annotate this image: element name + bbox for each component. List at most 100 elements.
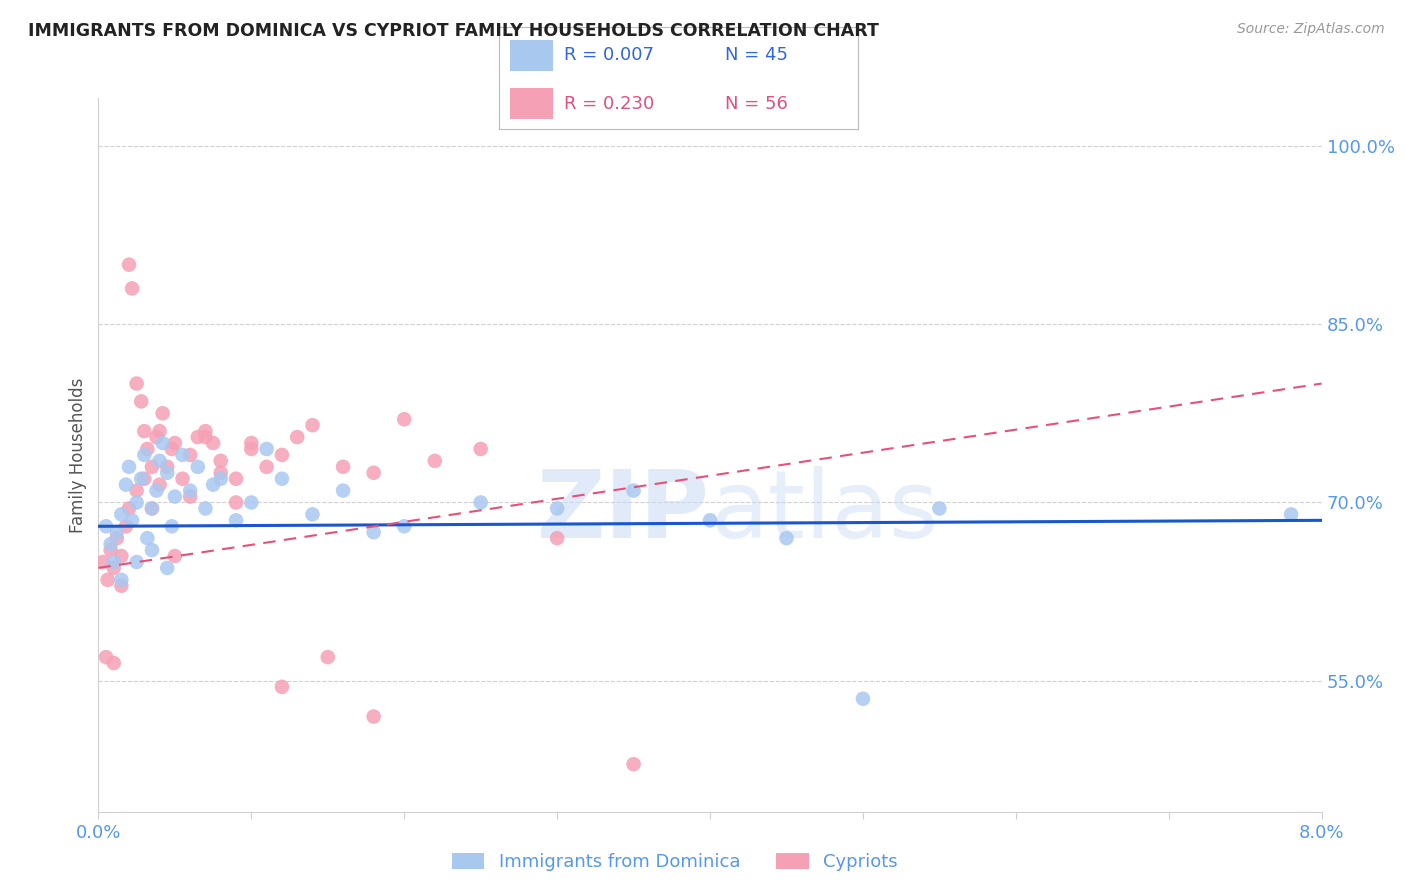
Point [392, 519, 416, 533]
FancyBboxPatch shape [510, 40, 553, 70]
Point [623, 483, 645, 498]
Point [136, 531, 159, 545]
Point [285, 430, 308, 444]
Point [301, 508, 323, 522]
Point [699, 513, 721, 527]
Point [301, 418, 323, 433]
Point [125, 495, 148, 509]
Text: R = 0.230: R = 0.230 [564, 95, 654, 112]
Point [145, 483, 167, 498]
Point [363, 466, 385, 480]
Point [149, 454, 172, 468]
Point [163, 436, 186, 450]
Point [240, 436, 263, 450]
Point [141, 501, 163, 516]
Point [110, 579, 132, 593]
Point [118, 459, 141, 474]
Point [103, 656, 125, 670]
Point [194, 424, 217, 438]
Point [270, 680, 294, 694]
Point [179, 448, 201, 462]
Point [928, 501, 950, 516]
Point [194, 430, 217, 444]
Point [172, 448, 194, 462]
Legend: Immigrants from Dominica, Cypriots: Immigrants from Dominica, Cypriots [444, 846, 905, 879]
Point [141, 501, 163, 516]
Point [118, 258, 141, 272]
Text: Source: ZipAtlas.com: Source: ZipAtlas.com [1237, 22, 1385, 37]
Point [225, 495, 247, 509]
Point [546, 501, 568, 516]
Point [129, 472, 152, 486]
Point [129, 394, 152, 409]
Point [152, 436, 174, 450]
Text: N = 45: N = 45 [725, 46, 787, 64]
Point [103, 561, 125, 575]
Point [316, 650, 339, 665]
Point [110, 573, 132, 587]
Point [94, 519, 117, 533]
Point [145, 430, 167, 444]
Point [134, 448, 156, 462]
Point [194, 501, 217, 516]
Point [134, 472, 156, 486]
Point [97, 573, 120, 587]
Point [160, 519, 183, 533]
Point [125, 555, 148, 569]
Point [225, 513, 247, 527]
Point [103, 555, 125, 569]
Point [110, 508, 132, 522]
Point [94, 650, 117, 665]
Point [1279, 508, 1302, 522]
Point [125, 483, 148, 498]
Point [105, 525, 128, 540]
Point [121, 281, 143, 295]
Point [225, 472, 247, 486]
Point [363, 525, 385, 540]
Text: R = 0.007: R = 0.007 [564, 46, 654, 64]
Y-axis label: Family Households: Family Households [69, 377, 87, 533]
Point [91, 555, 114, 569]
Point [163, 490, 186, 504]
Point [141, 459, 163, 474]
Point [163, 549, 186, 563]
Point [115, 519, 138, 533]
FancyBboxPatch shape [510, 88, 553, 119]
Point [775, 531, 797, 545]
Point [332, 483, 354, 498]
Point [470, 442, 492, 456]
Point [156, 459, 179, 474]
Point [270, 448, 294, 462]
Point [546, 531, 568, 545]
Point [110, 549, 132, 563]
Point [160, 442, 183, 456]
Text: atlas: atlas [710, 466, 938, 558]
Point [105, 531, 128, 545]
Point [470, 495, 492, 509]
Point [179, 490, 201, 504]
Point [240, 442, 263, 456]
Point [187, 430, 209, 444]
Point [240, 495, 263, 509]
Point [152, 406, 174, 420]
Point [179, 483, 201, 498]
Point [100, 537, 122, 551]
Point [134, 424, 156, 438]
Point [423, 454, 446, 468]
Point [202, 477, 225, 491]
Point [121, 513, 143, 527]
Point [209, 472, 232, 486]
Text: ZIP: ZIP [537, 466, 710, 558]
Point [149, 424, 172, 438]
Point [141, 543, 163, 558]
Point [852, 691, 875, 706]
Point [209, 466, 232, 480]
Point [623, 757, 645, 772]
Point [156, 561, 179, 575]
Text: N = 56: N = 56 [725, 95, 787, 112]
Point [125, 376, 148, 391]
Point [256, 459, 278, 474]
Point [100, 543, 122, 558]
Point [156, 466, 179, 480]
Point [363, 709, 385, 723]
